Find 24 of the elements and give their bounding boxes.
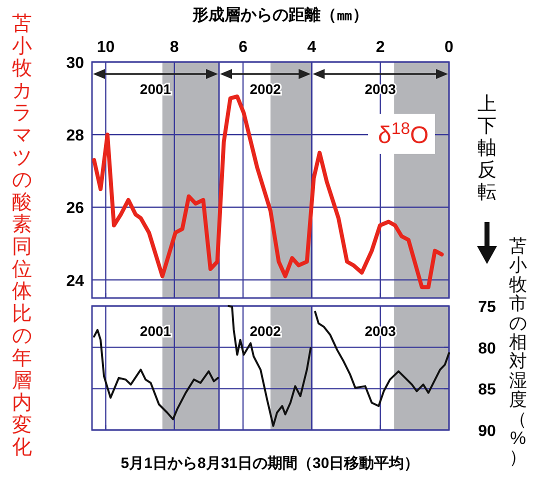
y2-tick-label: 80 <box>478 340 496 358</box>
x-tick-label: 4 <box>307 39 316 56</box>
y2-tick-label: 75 <box>478 299 496 316</box>
y-tick-label: 28 <box>66 128 84 145</box>
annotation: 2002 <box>250 323 282 339</box>
text: δ$^{18}$O <box>378 118 429 149</box>
text: 上下軸反転 <box>478 94 496 203</box>
x-tick-label: 10 <box>96 39 115 56</box>
text: 苫小牧カラマツの酸素同位体比の年層内変化 <box>12 13 32 459</box>
annotation: 2001 <box>140 323 172 339</box>
y-tick-label: 26 <box>66 200 84 218</box>
x-tick-label: 0 <box>444 39 454 56</box>
annotation: 2002 <box>250 81 282 97</box>
x-axis-title: 形成層からの距離（㎜） <box>192 6 368 24</box>
annotation: 2001 <box>140 81 172 97</box>
x-tick-label: 6 <box>238 39 248 56</box>
y-tick-label: 24 <box>66 272 84 290</box>
text: 苫小牧市の相対湿度（%） <box>509 236 527 468</box>
x-tick-label: 8 <box>170 39 179 56</box>
y2-tick-label: 85 <box>478 382 496 399</box>
x-axis-title: 5月1日から8月31日の期間（30日移動平均） <box>120 455 420 472</box>
y2-tick-label: 90 <box>478 423 496 440</box>
x-tick-label: 2 <box>376 39 385 56</box>
y-tick-label: 30 <box>66 55 84 72</box>
